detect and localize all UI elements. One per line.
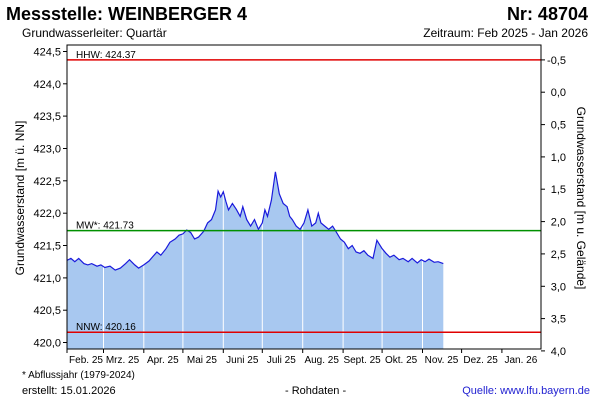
x-tick-label: Apr. 25 (147, 355, 179, 366)
y-tick-label: 423,0 (33, 144, 61, 156)
series-area (67, 171, 444, 349)
x-tick-label: Feb. 25 (69, 355, 103, 366)
y2-tick-label: 3,5 (551, 314, 566, 326)
created-date: erstellt: 15.01.2026 (22, 385, 116, 397)
y-tick-label: 424,5 (33, 47, 61, 59)
y2-tick-label: 2,0 (551, 217, 566, 229)
source-link[interactable]: Quelle: www.lfu.bayern.de (462, 385, 590, 397)
raw-data-note: - Rohdaten - (285, 385, 347, 397)
x-tick-label: Juli 25 (267, 355, 296, 366)
reference-line-label: NNW: 420.16 (76, 322, 136, 333)
y2-tick-label: 4,0 (551, 346, 566, 358)
footnote: * Abflussjahr (1979-2024) (22, 370, 135, 381)
x-tick-label: Mai 25 (187, 355, 217, 366)
x-tick-label: Aug. 25 (304, 355, 339, 366)
aquifer-subtitle: Grundwasserleiter: Quartär (22, 26, 167, 40)
y2-tick-label: 1,0 (551, 152, 566, 164)
y-tick-label: 424,0 (33, 79, 61, 91)
y-tick-label: 423,5 (33, 111, 61, 123)
period-label: Zeitraum: Feb 2025 - Jan 2026 (423, 26, 588, 40)
y2-tick-label: -0,5 (547, 55, 566, 67)
y-tick-label: 420,5 (33, 305, 61, 317)
reference-line-label: HHW: 424.37 (76, 50, 136, 61)
y-axis-label: Grundwasserstand [m ü. NN] (13, 121, 27, 276)
x-tick-label: Jan. 26 (504, 355, 537, 366)
plot-frame (66, 44, 542, 350)
x-tick-label: Nov. 25 (425, 355, 459, 366)
x-tick-label: Mrz. 25 (106, 355, 140, 366)
y2-tick-label: 1,5 (551, 184, 566, 196)
x-tick-label: Juni 25 (226, 355, 259, 366)
y-tick-label: 422,5 (33, 176, 61, 188)
station-number: Nr: 48704 (506, 4, 588, 24)
y2-tick-label: 0,5 (551, 120, 566, 132)
y2-tick-label: 2,5 (551, 249, 566, 261)
x-tick-label: Sept. 25 (343, 355, 381, 366)
x-tick-label: Okt. 25 (385, 355, 418, 366)
y2-axis-label: Grundwasserstand [m u. Gelände] (574, 107, 588, 290)
y-tick-label: 420,0 (33, 338, 61, 350)
y-tick-label: 422,0 (33, 208, 61, 220)
page-title: Messstelle: WEINBERGER 4 (6, 4, 248, 24)
series-line (66, 171, 444, 271)
reference-line-label: MW*: 421.73 (76, 221, 134, 232)
x-tick-label: Dez. 25 (463, 355, 498, 366)
y2-tick-label: 3,0 (551, 281, 566, 293)
y-tick-label: 421,0 (33, 273, 61, 285)
y2-tick-label: 0,0 (551, 87, 566, 99)
y-tick-label: 421,5 (33, 241, 61, 253)
